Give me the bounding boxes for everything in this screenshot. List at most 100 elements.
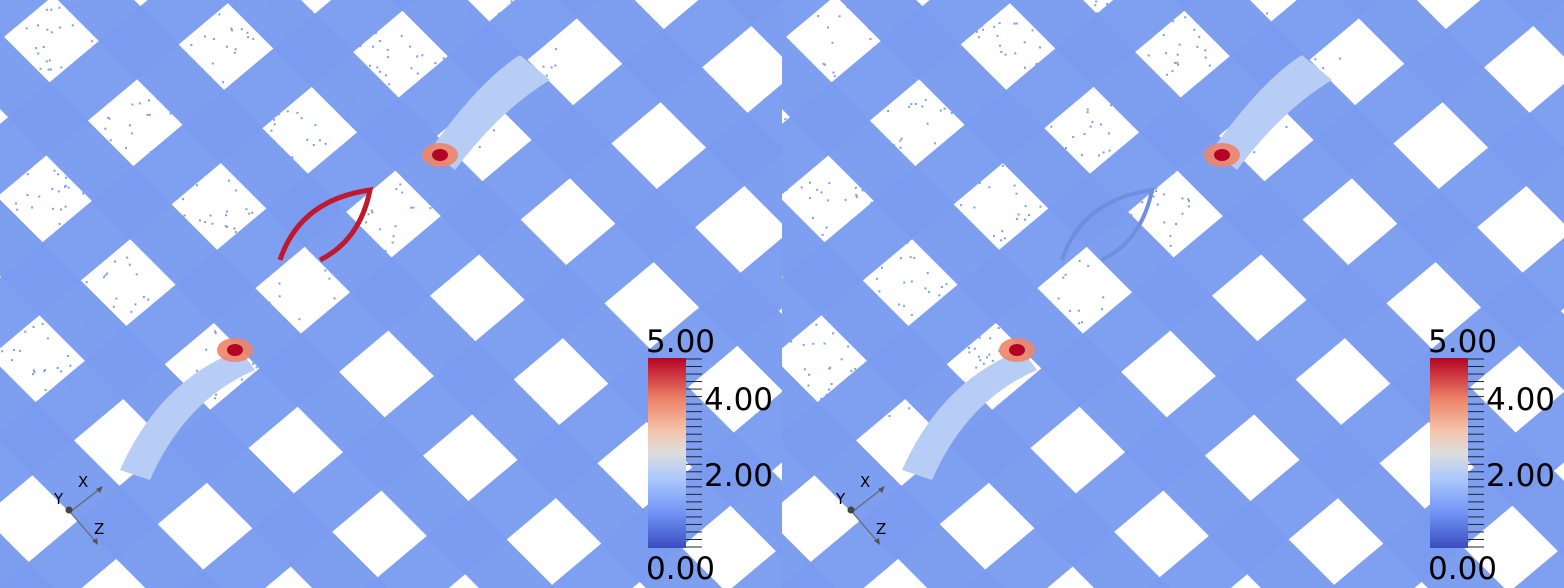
scatter-point <box>47 68 50 71</box>
scatter-point <box>306 138 309 141</box>
scatter-point <box>371 211 374 214</box>
scatter-point <box>1193 28 1196 31</box>
scatter-point <box>1 350 4 353</box>
hotspot-core <box>227 344 243 356</box>
scatter-point <box>300 117 303 120</box>
scatter-point <box>384 249 387 252</box>
scatter-point <box>39 67 42 70</box>
scatter-point <box>1024 218 1026 221</box>
scatter-point <box>869 38 872 41</box>
scatter-point <box>49 68 52 71</box>
scatter-point <box>365 221 367 224</box>
scatter-point <box>844 198 847 201</box>
scatter-point <box>388 83 391 86</box>
scatter-point <box>1078 259 1081 262</box>
scatter-point <box>50 31 53 34</box>
scatter-point <box>60 66 63 69</box>
scatter-point <box>224 225 227 228</box>
scatter-point <box>1102 151 1105 154</box>
scatter-point <box>831 41 834 44</box>
scatter-point <box>803 368 806 371</box>
scatter-point <box>1003 237 1006 240</box>
scatter-point <box>45 60 48 63</box>
scatter-point <box>899 139 902 142</box>
scatter-point <box>60 208 62 211</box>
left-render-view[interactable]: 5.00 4.00 2.00 0.00 X Y Z <box>0 0 782 588</box>
scatter-point <box>246 31 249 34</box>
scatter-point <box>169 112 172 115</box>
scatter-point <box>1017 213 1020 216</box>
scatter-point <box>555 48 558 51</box>
scatter-point <box>978 181 981 184</box>
scatter-point <box>196 369 198 372</box>
scatter-point <box>379 70 382 73</box>
scatter-point <box>401 191 404 194</box>
scatter-point <box>212 38 215 40</box>
scatter-point <box>880 266 883 269</box>
scatter-point <box>1155 190 1158 192</box>
scatter-point <box>993 25 996 28</box>
scatter-point <box>979 359 982 362</box>
scatter-point <box>840 358 843 361</box>
scatter-point <box>1204 49 1207 52</box>
scatter-point <box>384 74 387 77</box>
scatter-point <box>51 207 54 210</box>
lattice-strip <box>963 83 1564 588</box>
scatter-point <box>1188 200 1190 202</box>
scatter-point <box>982 362 985 365</box>
scatter-point <box>138 102 141 105</box>
scatter-point <box>968 351 971 354</box>
scatter-point <box>214 397 217 400</box>
scatter-point <box>910 280 913 283</box>
scatter-point <box>939 109 942 112</box>
scatter-point <box>1107 132 1110 135</box>
scatter-point <box>240 28 243 31</box>
scatter-point <box>328 277 331 280</box>
scatter-point <box>1187 205 1190 208</box>
scatter-point <box>378 40 381 42</box>
scatter-point <box>225 214 228 217</box>
scatter-point <box>1031 29 1034 32</box>
scatter-point <box>967 346 970 349</box>
scatter-point <box>981 28 984 31</box>
lattice-strip <box>725 0 782 57</box>
scatter-point <box>50 8 53 11</box>
scatter-point <box>235 189 238 192</box>
axes-arrows-icon <box>65 486 103 545</box>
scatter-point <box>992 234 995 237</box>
scatter-point <box>369 64 371 67</box>
scatter-point <box>1068 309 1071 312</box>
scatter-point <box>802 343 805 346</box>
scatter-point <box>252 37 255 40</box>
scatter-point <box>26 173 29 176</box>
scatter-point <box>1169 234 1172 237</box>
lattice-scene <box>782 0 1564 588</box>
scatter-point <box>69 364 72 367</box>
scatter-point <box>830 383 833 385</box>
scatter-point <box>1015 22 1018 25</box>
scatter-point <box>215 393 217 396</box>
scatter-point <box>1077 309 1080 312</box>
scatter-point <box>1096 12 1099 15</box>
scatter-point <box>312 144 315 146</box>
scatter-point <box>900 137 903 140</box>
scatter-point <box>37 24 39 27</box>
right-render-view[interactable]: 5.00 4.00 2.00 0.00 X Y Z <box>782 0 1564 588</box>
scatter-point <box>903 305 905 308</box>
scatter-point <box>103 276 105 279</box>
scatter-point <box>278 282 281 285</box>
colorbar-label-4: 4.00 <box>1486 382 1556 418</box>
scatter-point <box>131 103 134 106</box>
scatter-point <box>820 191 823 194</box>
scatter-point <box>1039 46 1041 49</box>
scatter-point <box>416 55 419 58</box>
scatter-point <box>13 349 15 352</box>
scatter-point <box>374 32 377 34</box>
scatter-point <box>1177 63 1179 66</box>
scatter-point <box>1181 212 1184 215</box>
scatter-point <box>429 207 432 210</box>
lattice-strip <box>224 0 782 558</box>
scatter-point <box>855 194 858 197</box>
scatter-point <box>822 62 825 65</box>
scatter-point <box>16 208 19 211</box>
